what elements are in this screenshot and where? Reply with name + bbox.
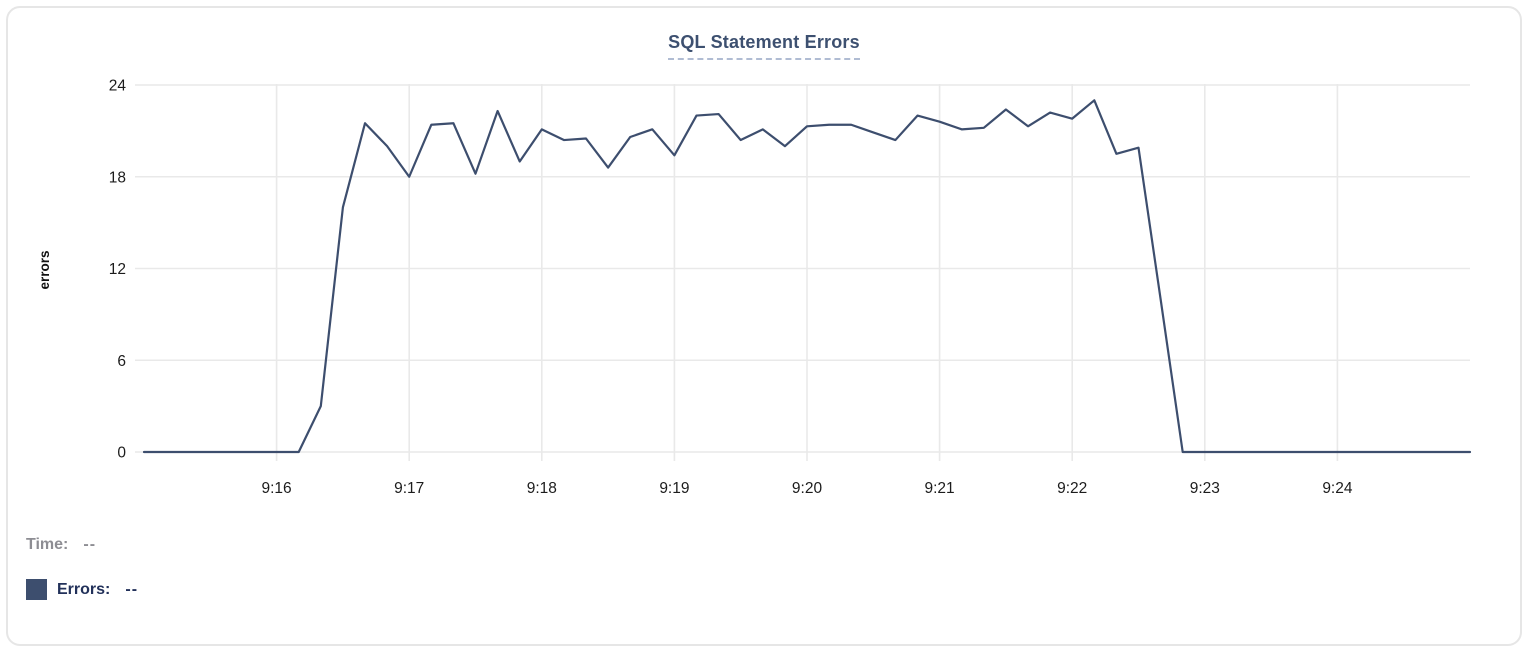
svg-text:9:18: 9:18: [527, 480, 557, 497]
svg-text:0: 0: [117, 445, 126, 462]
svg-text:6: 6: [117, 353, 126, 370]
svg-text:9:23: 9:23: [1190, 480, 1220, 497]
errors-readout-value: --: [125, 580, 139, 598]
chart-card: SQL Statement Errors 0 6 12 18 24 9:16 9:17 9:1…: [6, 6, 1522, 646]
errors-readout-row: Errors: --: [26, 579, 138, 600]
svg-text:9:17: 9:17: [394, 480, 424, 497]
svg-text:18: 18: [109, 169, 126, 186]
chart-title[interactable]: SQL Statement Errors: [668, 32, 860, 60]
chart-header: SQL Statement Errors: [8, 32, 1520, 60]
svg-text:9:24: 9:24: [1322, 480, 1353, 497]
svg-text:9:19: 9:19: [659, 480, 689, 497]
hover-readout: Time: -- Errors: --: [26, 536, 138, 600]
errors-line-chart[interactable]: 0 6 12 18 24 9:16 9:17 9:18 9:19 9:20 9:21 9:22 9:23…: [8, 8, 1522, 513]
svg-text:9:20: 9:20: [792, 480, 823, 497]
errors-series-swatch-icon: [26, 579, 47, 600]
svg-text:12: 12: [109, 261, 126, 278]
svg-text:9:16: 9:16: [262, 480, 292, 497]
svg-text:9:22: 9:22: [1057, 480, 1087, 497]
time-readout-label: Time:: [26, 536, 69, 553]
svg-text:9:21: 9:21: [925, 480, 955, 497]
svg-text:24: 24: [109, 78, 127, 95]
errors-readout-label: Errors:: [57, 580, 111, 598]
svg-text:errors: errors: [37, 250, 52, 289]
time-readout-value: --: [83, 536, 97, 553]
time-readout-row: Time: --: [26, 536, 138, 554]
